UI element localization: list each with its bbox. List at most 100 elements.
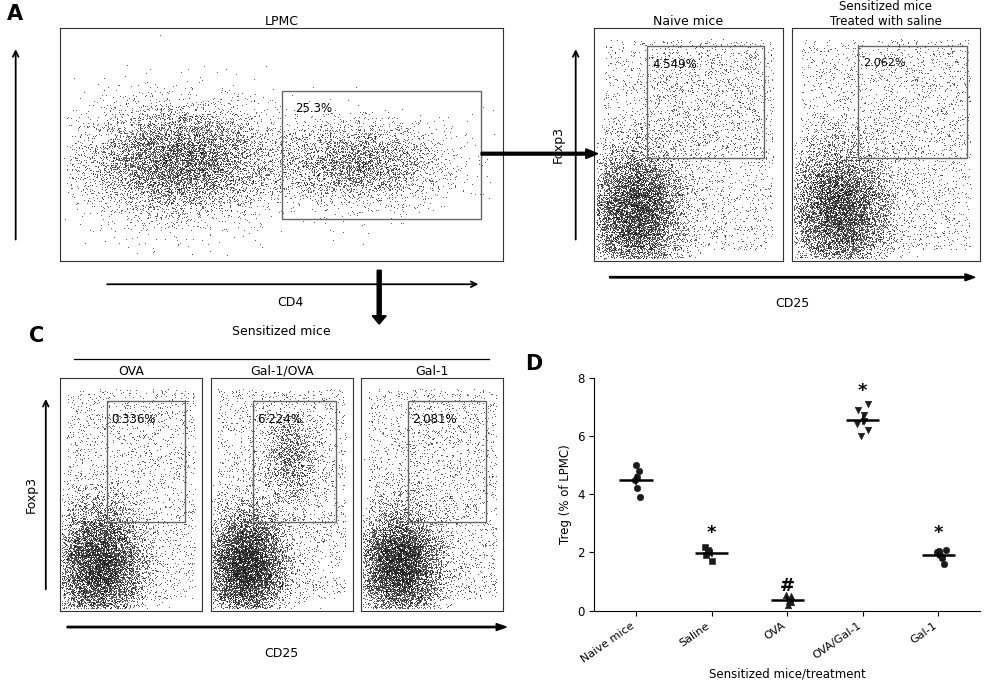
Point: [94, 430, 110, 441]
Point: [621, 245, 637, 256]
Point: [235, 421, 251, 432]
Point: [120, 596, 136, 607]
Point: [289, 152, 305, 163]
Point: [249, 551, 265, 562]
Point: [80, 551, 96, 562]
Point: [467, 139, 483, 151]
Point: [214, 439, 230, 450]
Point: [103, 518, 119, 529]
Point: [643, 178, 659, 189]
Point: [649, 236, 665, 247]
Point: [407, 506, 423, 517]
Point: [399, 560, 415, 571]
Point: [76, 552, 92, 563]
Point: [365, 530, 381, 541]
Point: [229, 589, 245, 600]
Point: [225, 540, 241, 551]
Point: [612, 230, 628, 241]
Point: [826, 158, 842, 169]
Point: [71, 598, 87, 609]
Point: [105, 523, 121, 534]
Point: [254, 389, 270, 400]
Point: [236, 545, 252, 557]
Point: [593, 194, 609, 205]
Point: [239, 574, 255, 585]
Point: [184, 494, 200, 505]
Point: [258, 570, 274, 581]
Point: [857, 162, 873, 174]
Point: [220, 137, 236, 149]
Point: [236, 140, 252, 151]
Point: [215, 564, 231, 575]
Point: [618, 197, 634, 208]
Point: [663, 194, 679, 205]
Point: [366, 524, 382, 535]
Point: [448, 564, 464, 575]
Point: [443, 168, 459, 179]
Point: [697, 56, 713, 67]
Point: [181, 155, 197, 166]
Point: [613, 216, 629, 227]
Point: [353, 149, 369, 160]
Point: [756, 219, 772, 230]
Point: [107, 565, 123, 576]
Point: [389, 540, 405, 551]
Point: [71, 582, 87, 593]
Point: [127, 147, 143, 158]
Point: [259, 578, 275, 589]
Point: [391, 158, 407, 169]
Point: [87, 534, 103, 545]
Point: [313, 534, 329, 545]
Point: [279, 130, 295, 142]
Point: [231, 568, 247, 579]
Point: [628, 192, 644, 203]
Point: [132, 119, 148, 130]
Point: [821, 139, 837, 150]
Point: [812, 223, 828, 234]
Point: [271, 545, 287, 557]
Point: [393, 585, 409, 596]
Point: [74, 550, 90, 561]
Point: [214, 518, 230, 530]
Point: [213, 563, 229, 574]
Point: [64, 537, 80, 548]
Point: [208, 557, 224, 568]
Point: [363, 537, 379, 548]
Point: [614, 157, 630, 168]
Point: [221, 525, 237, 536]
Point: [335, 508, 351, 519]
Point: [795, 200, 811, 211]
Point: [210, 153, 226, 164]
Point: [116, 595, 132, 606]
Point: [850, 210, 866, 221]
Point: [670, 46, 686, 57]
Point: [327, 144, 343, 155]
Point: [217, 541, 233, 552]
Point: [393, 551, 409, 562]
Point: [147, 149, 163, 160]
Point: [408, 141, 424, 152]
Point: [163, 164, 179, 175]
Point: [400, 517, 416, 528]
Point: [211, 552, 227, 563]
Point: [396, 507, 412, 518]
Point: [882, 108, 898, 119]
Point: [239, 179, 255, 190]
Point: [400, 564, 416, 575]
Point: [172, 532, 188, 543]
Point: [243, 514, 259, 525]
Point: [651, 208, 667, 219]
Point: [628, 194, 644, 205]
Point: [238, 541, 254, 552]
Point: [170, 127, 186, 138]
Point: [660, 124, 676, 135]
Point: [600, 212, 616, 223]
Point: [264, 593, 280, 604]
Point: [620, 210, 636, 221]
Point: [648, 197, 664, 208]
Point: [316, 394, 332, 405]
Point: [642, 189, 658, 201]
Point: [836, 198, 852, 210]
Point: [230, 144, 246, 155]
Point: [94, 570, 110, 582]
